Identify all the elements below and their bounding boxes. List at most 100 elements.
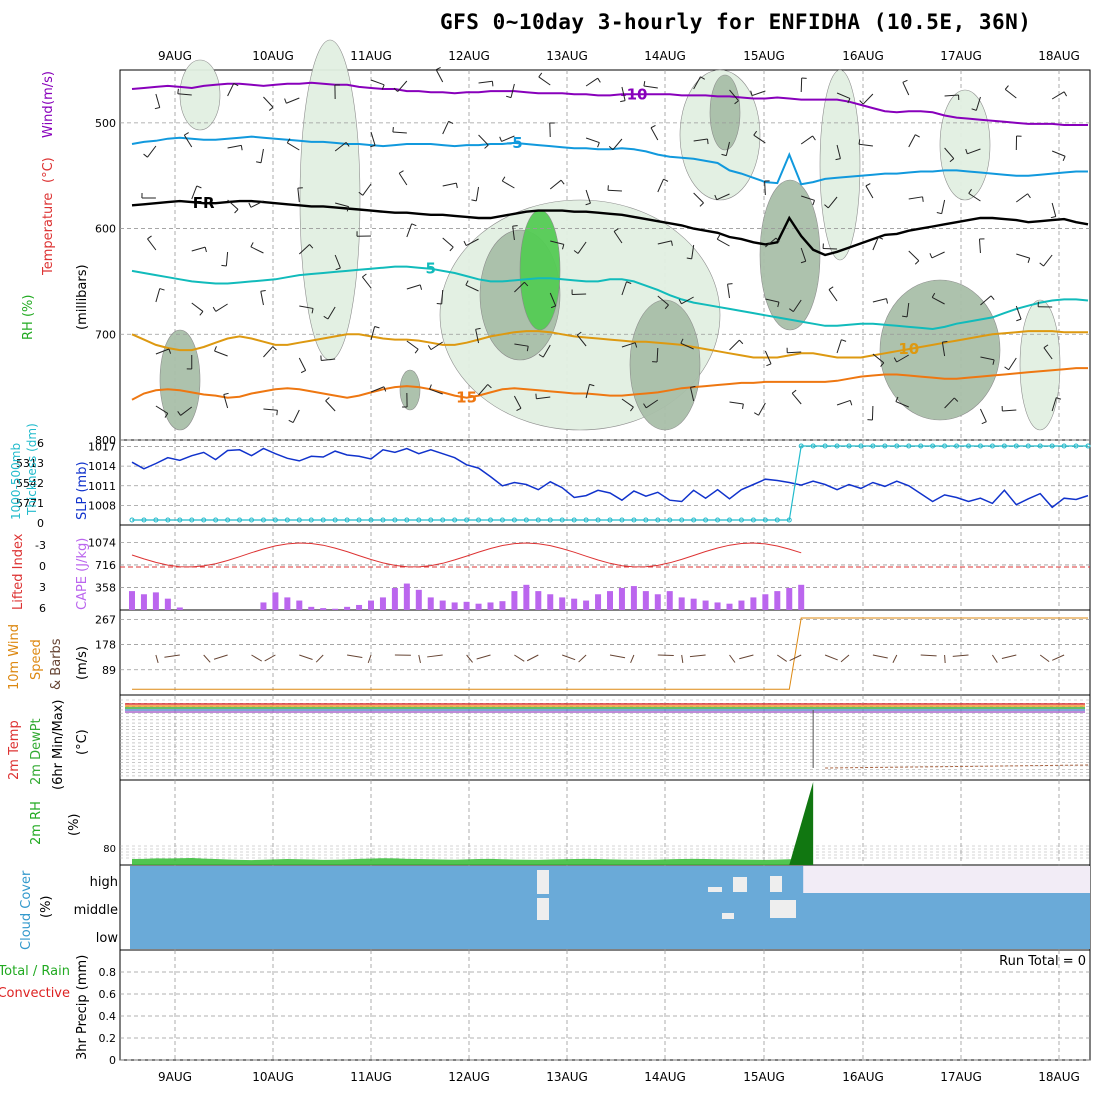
- bottom-date-label: 10AUG: [252, 1070, 294, 1084]
- slp-tick-label: 1011: [88, 480, 116, 493]
- wind-barb-flag: [436, 67, 440, 69]
- cape-bar: [583, 601, 589, 610]
- cape-bar: [129, 591, 135, 610]
- cape-bar: [559, 597, 565, 610]
- wind-barb: [1052, 92, 1064, 99]
- precip-total-label: Total / Rain: [0, 964, 70, 979]
- wind10m-barb: [777, 655, 786, 661]
- wind-barb-flag: [717, 235, 720, 239]
- cape-bar: [153, 592, 159, 610]
- wind-barb: [979, 239, 980, 253]
- top-date-label: 17AUG: [940, 49, 982, 63]
- cloud-gap: [708, 887, 722, 892]
- wind-barb: [787, 352, 801, 353]
- thickness-unit-label: Thickness (dm): [25, 423, 39, 516]
- wind-barb-flag: [155, 107, 160, 108]
- top-date-label: 11AUG: [350, 49, 392, 63]
- lifted-index-tick-label: 6: [39, 602, 46, 615]
- cape-bar: [571, 599, 577, 610]
- cape-bar: [452, 602, 458, 610]
- wind-barb-flag: [1016, 319, 1021, 321]
- wind-barb-flag: [651, 125, 655, 127]
- precip-tick-label: 0.4: [99, 1010, 117, 1023]
- slp-axis-label: SLP (mb): [75, 461, 90, 520]
- wind10m-barb: [658, 655, 674, 656]
- wind-barb: [932, 252, 945, 258]
- wind10m-speed-label: Speed: [29, 639, 44, 680]
- wind-barb-flag: [1063, 156, 1065, 161]
- wind-barb-flag: [915, 135, 919, 137]
- wind-barb: [658, 179, 664, 192]
- wind-barb: [873, 299, 887, 302]
- wind-barb-flag: [708, 139, 709, 144]
- wind-barb: [298, 188, 299, 202]
- wind-barb-flag: [598, 78, 601, 82]
- wind-barb-flag: [1005, 86, 1008, 90]
- wind-barb-flag: [903, 80, 908, 82]
- wind-barb: [263, 97, 273, 107]
- cape-bar: [547, 594, 553, 610]
- rh-area: [400, 370, 420, 410]
- wind10m-barb: [252, 655, 262, 661]
- cape-bar: [356, 605, 362, 610]
- wind-barb-flag: [399, 171, 403, 174]
- wind-barb: [942, 200, 945, 214]
- wind10m-unit-label: (m/s): [75, 646, 90, 680]
- wind-barb-flag: [200, 311, 203, 315]
- wind-barb: [287, 143, 299, 150]
- top-date-label: 15AUG: [743, 49, 785, 63]
- rh-area: [520, 210, 560, 330]
- wind-barb: [728, 284, 730, 298]
- bottom-date-label: 9AUG: [158, 1070, 192, 1084]
- temp2m-axis-label: 2m Temp: [7, 720, 22, 780]
- wind-barb: [909, 135, 916, 147]
- cape-bar: [762, 594, 768, 610]
- wind-barb: [765, 181, 766, 195]
- wind-barb: [228, 145, 242, 148]
- wind-barb-flag: [160, 289, 165, 291]
- wind10m-barb: [419, 655, 421, 663]
- wind-barb-flag: [144, 154, 148, 157]
- wind-barb: [909, 197, 923, 199]
- wind-barb-flag: [184, 133, 188, 136]
- wind-barb: [363, 184, 371, 195]
- wind-barb: [837, 400, 850, 405]
- rh-area: [1020, 300, 1060, 430]
- wind-barb: [362, 277, 371, 288]
- cape-bar: [296, 601, 302, 610]
- cloud-axis-label: Cloud Cover: [19, 870, 34, 950]
- wind-barb-flag: [241, 145, 242, 150]
- wind-barb-flag: [420, 285, 421, 290]
- wind-barb-flag: [728, 284, 733, 285]
- wind-barb: [147, 146, 155, 157]
- cape-bar: [392, 588, 398, 610]
- cloud-high-clear: [803, 866, 1090, 893]
- isotherm-label: 15: [456, 389, 477, 407]
- cape-bar: [416, 590, 422, 610]
- wind-barb: [837, 340, 841, 353]
- wind-barb: [866, 186, 873, 198]
- wind-barb-flag: [937, 213, 942, 214]
- cloud-level-label: middle: [74, 903, 118, 918]
- wind-unit-label: (m/s): [41, 71, 56, 105]
- top-date-label: 13AUG: [546, 49, 588, 63]
- cape-bar: [655, 594, 661, 610]
- cape-bar: [344, 607, 350, 610]
- wind-barb: [156, 289, 160, 302]
- wind-barb: [293, 410, 299, 423]
- lifted-index-line: [132, 543, 801, 567]
- wind-tick-label: 178: [95, 639, 116, 652]
- wind-barb-flag: [256, 162, 261, 163]
- rh-area: [300, 40, 360, 360]
- wind-barb-flag: [506, 96, 511, 97]
- wind10m-barb: [790, 655, 802, 661]
- cape-bar: [619, 588, 625, 610]
- cape-bar: [141, 594, 147, 610]
- wind-barb: [752, 91, 765, 96]
- wind10m-barb: [610, 655, 625, 658]
- wind10m-barb: [514, 655, 524, 661]
- wind-barb-flag: [197, 186, 202, 188]
- cape-bar: [523, 585, 529, 610]
- wind10m-barb: [164, 655, 179, 657]
